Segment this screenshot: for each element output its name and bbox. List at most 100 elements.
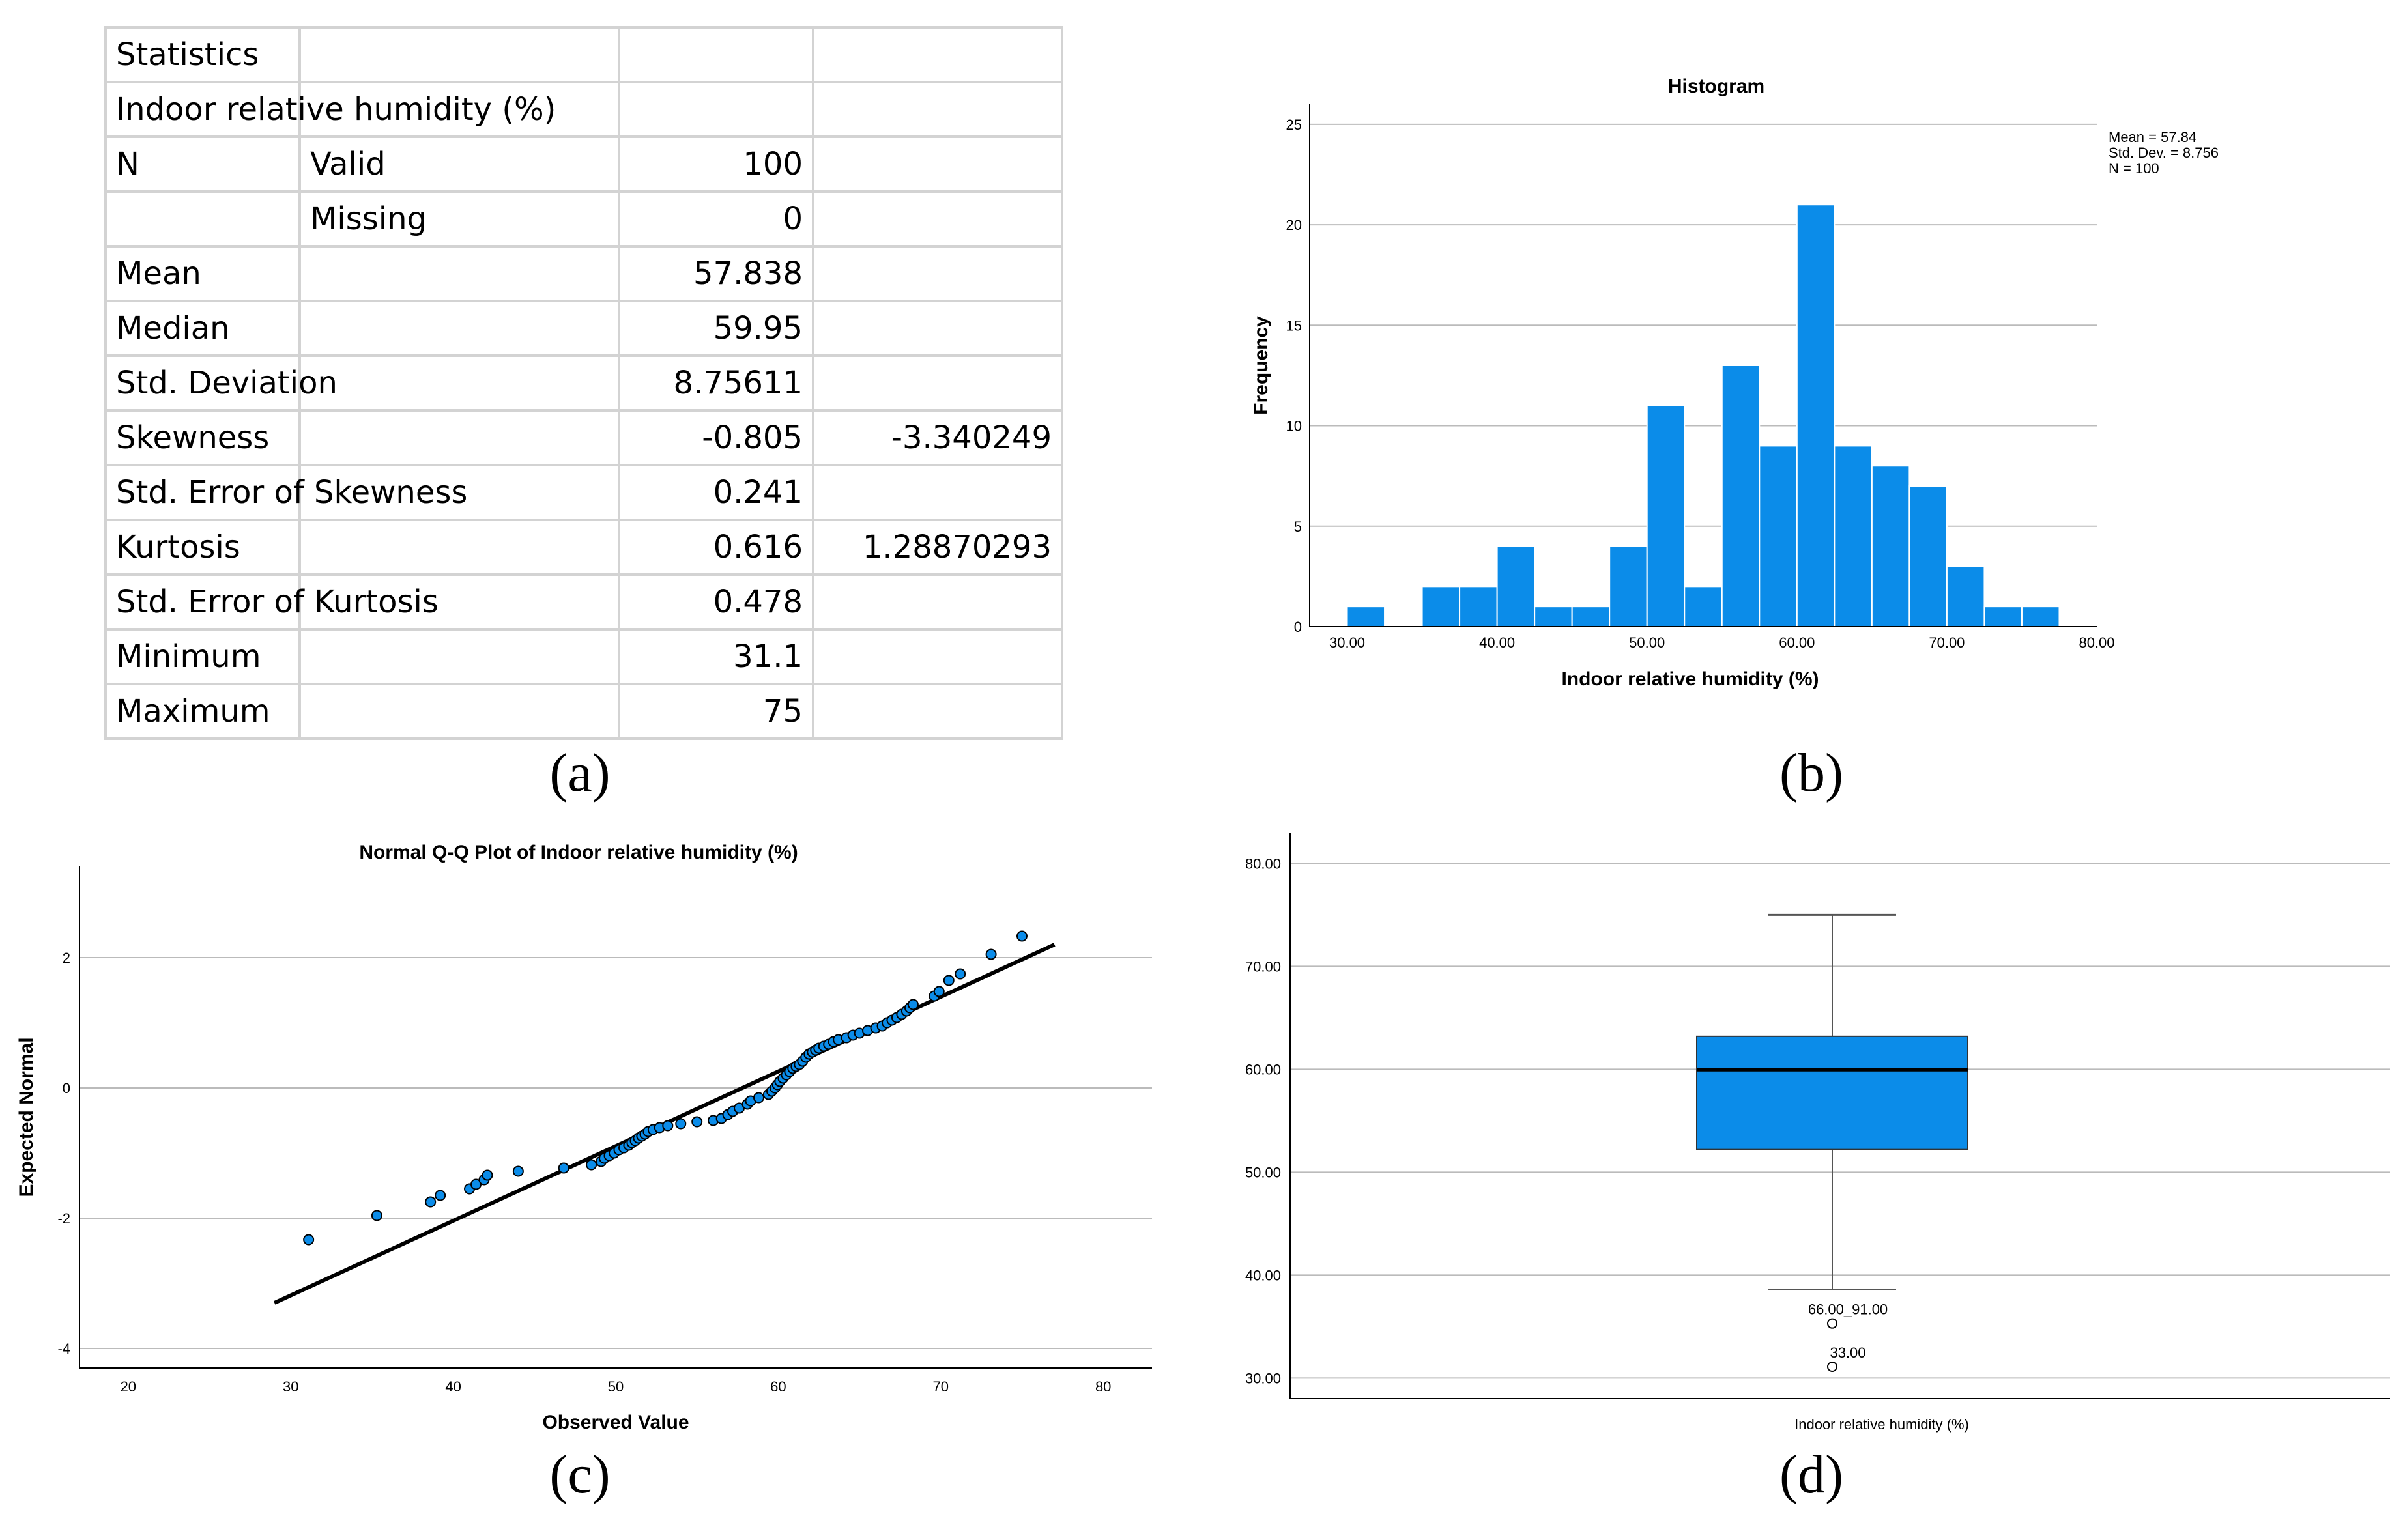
table-row: Minimum 31.1 <box>104 628 1063 685</box>
table-cell: 8.75611 <box>618 354 814 412</box>
y-tick-label: 80.00 <box>1245 855 1281 872</box>
table-cell: N <box>104 135 301 193</box>
table-cell <box>812 81 1063 138</box>
table-cell: Kurtosis <box>104 519 301 576</box>
y-axis-label: Frequency <box>1250 316 1272 415</box>
table-cell <box>298 300 620 357</box>
table-row: Std. Error of Skewness 0.241 <box>104 464 1063 521</box>
histogram-bar <box>1983 606 2023 628</box>
outlier-label: 66.00_91.00 <box>1808 1302 1888 1318</box>
table-cell: Missing <box>298 190 620 248</box>
y-tick-label: 0 <box>1294 619 1302 635</box>
panel-label-b: (b) <box>1779 743 1843 803</box>
x-tick-label: 50.00 <box>1629 635 1665 651</box>
table-cell <box>812 26 1063 83</box>
qq-point <box>623 1139 635 1151</box>
x-tick-label: 30.00 <box>1329 635 1365 651</box>
qq-point <box>881 1017 893 1029</box>
histogram-bar <box>1759 445 1798 628</box>
histogram-bar <box>1908 485 1948 627</box>
histogram-bar <box>1459 586 1498 627</box>
table-cell: Statistics <box>104 26 301 83</box>
qq-point <box>708 1115 719 1126</box>
table-cell <box>618 26 814 83</box>
qq-point <box>823 1038 835 1050</box>
table-cell <box>812 464 1063 521</box>
table-row: Indoor relative humidity (%) <box>104 81 1063 138</box>
table-cell <box>812 245 1063 302</box>
table-cell: 0.478 <box>618 573 814 631</box>
qq-point <box>769 1082 781 1094</box>
qq-point <box>647 1124 659 1135</box>
table-cell: Median <box>104 300 301 357</box>
qq-point <box>762 1089 774 1100</box>
y-tick-label: -2 <box>57 1210 70 1227</box>
histogram-bar <box>2021 606 2060 628</box>
qq-point <box>599 1152 611 1164</box>
x-tick-label: 60.00 <box>1779 635 1815 651</box>
qq-point <box>633 1132 644 1144</box>
histogram-bar <box>1346 606 1386 628</box>
qq-point <box>464 1183 476 1195</box>
table-cell: 0 <box>618 190 814 248</box>
table-cell <box>298 81 620 138</box>
qq-point <box>847 1029 859 1041</box>
qq-point <box>371 1210 382 1221</box>
qq-point <box>603 1150 615 1162</box>
table-row: Statistics <box>104 26 1063 83</box>
table-cell <box>812 190 1063 248</box>
qq-point <box>794 1059 805 1070</box>
legend-entry: Std. Dev. = 8.756 <box>2109 145 2219 161</box>
table-cell: Std. Error of Kurtosis <box>104 573 439 631</box>
qq-point <box>876 1020 888 1032</box>
box <box>1696 1035 1968 1150</box>
table-cell: 0.241 <box>618 464 814 521</box>
y-tick-label: 10 <box>1286 418 1302 435</box>
outlier-label: 33.00 <box>1830 1345 1865 1361</box>
qq-point <box>618 1142 629 1154</box>
qq-point <box>797 1055 809 1067</box>
table-cell <box>812 683 1063 740</box>
qq-point <box>482 1169 493 1181</box>
qq-point <box>478 1174 490 1186</box>
qq-point <box>745 1095 756 1107</box>
histogram-bar <box>1684 586 1723 627</box>
table-cell: Minimum <box>104 628 301 685</box>
qq-point <box>639 1128 651 1140</box>
qq-point <box>955 968 966 980</box>
qq-point <box>727 1105 739 1117</box>
qq-point <box>896 1008 908 1020</box>
y-tick-label: 5 <box>1294 519 1302 535</box>
x-axis-label: Observed Value <box>542 1412 689 1433</box>
table-row: Std. Deviation 8.75611 <box>104 354 1063 412</box>
qq-point <box>900 1005 912 1017</box>
table-cell: Std. Error of Skewness <box>104 464 467 521</box>
x-tick-label: 80.00 <box>2079 635 2114 651</box>
histogram-bar <box>1871 465 1910 627</box>
qq-point <box>933 986 945 997</box>
y-tick-label: 40.00 <box>1245 1267 1281 1283</box>
panel-label-c: (c) <box>549 1444 611 1505</box>
histogram-bar <box>1421 586 1461 627</box>
table-cell: 75 <box>618 683 814 740</box>
qq-point <box>629 1135 641 1147</box>
statistics-table: Statistics Indoor relative humidity (%) N V… <box>104 26 1063 740</box>
table-cell <box>298 683 620 740</box>
x-tick-label: 60 <box>770 1378 786 1395</box>
table-cell: 59.95 <box>618 300 814 357</box>
qq-point <box>425 1196 437 1208</box>
qq-point <box>891 1012 902 1023</box>
table-row: Kurtosis 0.616 1.28870293 <box>104 519 1063 576</box>
table-cell <box>298 519 620 576</box>
x-axis-label: Indoor relative humidity (%) <box>1561 668 1819 690</box>
histogram-bar <box>1721 365 1761 627</box>
table-cell: Valid <box>298 135 620 193</box>
qq-point <box>862 1025 874 1036</box>
table-cell <box>298 409 620 466</box>
y-axis-label: Expected Normal <box>16 1037 37 1197</box>
table-cell <box>812 135 1063 193</box>
qq-point <box>771 1079 783 1091</box>
legend-entry: Mean = 57.84 <box>2109 129 2196 145</box>
x-tick-label: 40.00 <box>1479 635 1515 651</box>
histogram-bar <box>1609 545 1648 627</box>
